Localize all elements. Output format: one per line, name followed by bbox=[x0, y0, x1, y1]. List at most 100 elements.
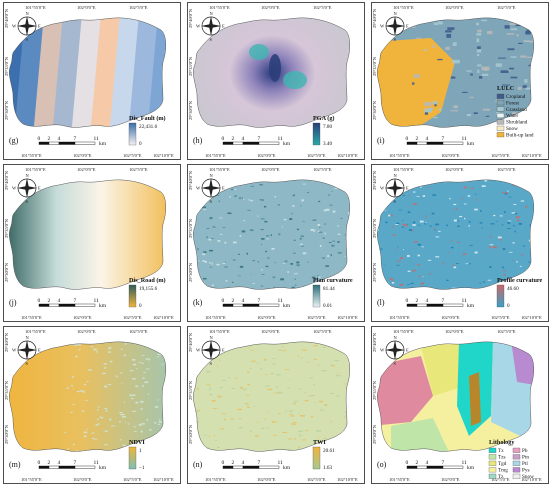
longitude-tick-top: 102°0'0"E bbox=[261, 329, 280, 334]
compass-north-label: N bbox=[26, 335, 30, 340]
catchment-boundary bbox=[9, 179, 166, 290]
map-svg-i: 101°55'0"E 102°0'0"E 102°5'0"E 101°55'0"E 10… bbox=[371, 2, 549, 160]
scale-bar-label: 2 bbox=[416, 136, 419, 142]
latitude-tick-left: 29°35'0"N bbox=[372, 380, 377, 400]
legend-swatch bbox=[512, 447, 521, 453]
north-arrow-icon: N S W E bbox=[12, 11, 41, 42]
legend-swatch bbox=[488, 454, 497, 460]
scale-bar-label: 11 bbox=[462, 136, 468, 142]
panel-letter: (m) bbox=[9, 460, 21, 469]
scale-bar-label: 7 bbox=[74, 460, 77, 466]
compass-west-label: W bbox=[196, 348, 201, 353]
catchment-boundary bbox=[9, 341, 166, 452]
compass-south-label: S bbox=[394, 199, 397, 204]
map-panel-k: 101°55'0"E 102°0'0"E 102°5'0"E 101°55'0"E 10… bbox=[187, 164, 365, 322]
longitude-tick-bottom: 102°5'0"E bbox=[307, 315, 326, 320]
catchment-boundary bbox=[193, 179, 350, 290]
scale-bar-label: 7 bbox=[74, 298, 77, 304]
scale-bar-label: 11 bbox=[94, 136, 100, 142]
longitude-tick-top: 101°55'0"E bbox=[209, 329, 230, 334]
scale-bar-label: 2 bbox=[232, 460, 235, 466]
legend-color-ramp bbox=[312, 446, 321, 470]
longitude-tick-bottom: 102°0'0"E bbox=[73, 315, 92, 320]
compass-north-label: N bbox=[26, 173, 30, 178]
legend-title: Dis_Fault (m) bbox=[129, 115, 166, 122]
legend-title: Dis_Road (m) bbox=[129, 277, 166, 284]
north-arrow-icon: N S W E bbox=[380, 11, 409, 42]
compass-north-label: N bbox=[210, 173, 214, 178]
legend-color-ramp bbox=[312, 122, 321, 146]
longitude-tick-top: 102°5'0"E bbox=[129, 167, 148, 172]
longitude-tick-top: 101°55'0"E bbox=[25, 329, 46, 334]
longitude-tick-bottom: 102°0'0"E bbox=[257, 153, 276, 158]
legend-max-value: 22,431.6 bbox=[139, 124, 158, 130]
longitude-tick-top: 102°5'0"E bbox=[497, 167, 516, 172]
legend-swatch bbox=[496, 100, 505, 106]
longitude-tick-bottom: 101°55'0"E bbox=[389, 315, 410, 320]
longitude-tick-bottom: 102°10'0"E bbox=[337, 477, 358, 482]
longitude-tick-bottom: 101°55'0"E bbox=[389, 153, 410, 158]
latitude-tick-left: 29°40'0"N bbox=[188, 170, 193, 190]
catchment-boundary bbox=[377, 17, 534, 128]
longitude-tick-bottom: 102°0'0"E bbox=[441, 153, 460, 158]
legend-class-label: Tgd bbox=[498, 461, 507, 467]
longitude-tick-top: 101°55'0"E bbox=[393, 167, 414, 172]
longitude-tick-top: 102°0'0"E bbox=[77, 5, 96, 10]
scale-bar-label: 7 bbox=[442, 460, 445, 466]
map-frame bbox=[3, 326, 181, 484]
compass-east-label: E bbox=[222, 348, 225, 353]
legend-color-ramp bbox=[128, 446, 137, 470]
scale-bar-label: 4 bbox=[426, 460, 429, 466]
north-arrow-icon: N S W E bbox=[196, 11, 225, 42]
legend-class-label: Ptl bbox=[522, 461, 528, 467]
map-svg-j: 101°55'0"E 102°0'0"E 102°5'0"E 101°55'0"E 10… bbox=[3, 164, 181, 322]
latitude-tick-left: 29°40'0"N bbox=[188, 8, 193, 28]
latitude-tick-left: 29°35'0"N bbox=[4, 56, 9, 76]
longitude-tick-bottom: 101°55'0"E bbox=[21, 315, 42, 320]
longitude-tick-bottom: 102°10'0"E bbox=[153, 315, 174, 320]
scale-bar-label: 4 bbox=[58, 136, 61, 142]
legend-color-ramp bbox=[312, 284, 321, 308]
catchment-raster bbox=[377, 341, 534, 452]
scale-bar-label: 4 bbox=[426, 136, 429, 142]
map-panel-g: 101°55'0"E 102°0'0"E 102°5'0"E 101°55'0"E 10… bbox=[3, 2, 181, 160]
compass-north-label: N bbox=[394, 11, 398, 16]
legend-swatch bbox=[512, 460, 521, 466]
legend-swatch bbox=[488, 460, 497, 466]
legend-min-value: 0 bbox=[139, 303, 142, 309]
legend: TWI 20.61 1.63 bbox=[312, 439, 335, 471]
legend-max-value: 46.60 bbox=[507, 286, 519, 292]
longitude-tick-bottom: 102°5'0"E bbox=[491, 315, 510, 320]
legend-title: NDVI bbox=[129, 439, 145, 446]
compass-west-label: W bbox=[12, 186, 17, 191]
longitude-tick-bottom: 101°55'0"E bbox=[21, 153, 42, 158]
longitude-tick-top: 102°0'0"E bbox=[445, 167, 464, 172]
latitude-tick-left: 29°35'0"N bbox=[188, 218, 193, 238]
map-panel-o: 101°55'0"E 102°0'0"E 102°5'0"E 101°55'0"E 10… bbox=[371, 326, 549, 484]
longitude-tick-top: 102°0'0"E bbox=[261, 167, 280, 172]
legend-max-value: 20.61 bbox=[323, 448, 335, 454]
latitude-tick-left: 29°30'0"N bbox=[4, 262, 9, 282]
north-arrow-icon: N S W E bbox=[196, 335, 225, 366]
longitude-tick-bottom: 102°5'0"E bbox=[491, 477, 510, 482]
longitude-tick-bottom: 102°5'0"E bbox=[123, 315, 142, 320]
latitude-tick-left: 29°35'0"N bbox=[188, 380, 193, 400]
longitude-tick-top: 102°5'0"E bbox=[313, 5, 332, 10]
legend-min-value: 0 bbox=[507, 303, 510, 309]
map-svg-h: 101°55'0"E 102°0'0"E 102°5'0"E 101°55'0"E 10… bbox=[187, 2, 365, 160]
longitude-tick-bottom: 102°10'0"E bbox=[521, 153, 542, 158]
legend: Dis_Fault (m) 22,431.6 0 bbox=[128, 115, 166, 147]
legend-min-value: 0.01 bbox=[323, 303, 332, 309]
longitude-tick-top: 101°55'0"E bbox=[25, 167, 46, 172]
map-svg-k: 101°55'0"E 102°0'0"E 102°5'0"E 101°55'0"E 10… bbox=[187, 164, 365, 322]
compass-east-label: E bbox=[38, 24, 41, 29]
scale-bar-unit: km bbox=[283, 141, 291, 147]
longitude-tick-bottom: 101°55'0"E bbox=[205, 153, 226, 158]
legend-title: Profile curvature bbox=[497, 277, 543, 284]
compass-south-label: S bbox=[210, 361, 213, 366]
scale-bar-label: 11 bbox=[462, 460, 468, 466]
latitude-tick-left: 29°35'0"N bbox=[4, 380, 9, 400]
longitude-tick-bottom: 102°10'0"E bbox=[521, 315, 542, 320]
